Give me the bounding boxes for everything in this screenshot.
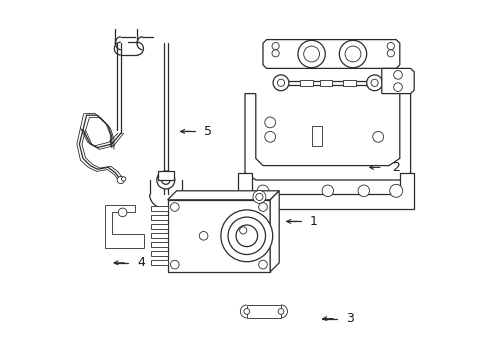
Bar (319, 80, 333, 86)
Circle shape (171, 203, 179, 211)
Circle shape (171, 260, 179, 269)
Bar (158, 171, 174, 180)
Text: 2: 2 (392, 161, 400, 174)
Polygon shape (238, 173, 414, 209)
Bar (312, 126, 322, 146)
Circle shape (298, 40, 325, 68)
Circle shape (273, 75, 289, 91)
Circle shape (387, 50, 394, 57)
Circle shape (393, 71, 402, 79)
Circle shape (199, 231, 208, 240)
Text: 4: 4 (137, 256, 145, 269)
Polygon shape (151, 242, 168, 247)
Polygon shape (238, 209, 263, 223)
Circle shape (228, 217, 266, 255)
Polygon shape (151, 251, 168, 256)
Circle shape (244, 309, 250, 314)
Circle shape (322, 185, 334, 197)
Circle shape (265, 131, 275, 142)
Polygon shape (151, 206, 168, 211)
Circle shape (157, 171, 175, 189)
Circle shape (304, 46, 319, 62)
Circle shape (371, 79, 378, 86)
Bar (300, 80, 313, 86)
Text: 1: 1 (310, 215, 318, 228)
Bar (168, 200, 270, 272)
Circle shape (259, 260, 268, 269)
Circle shape (265, 117, 275, 128)
Polygon shape (263, 40, 400, 68)
Bar (343, 80, 356, 86)
Circle shape (253, 190, 266, 203)
Circle shape (339, 40, 367, 68)
Circle shape (257, 185, 269, 197)
Circle shape (272, 50, 279, 57)
Polygon shape (382, 68, 414, 94)
Circle shape (277, 79, 285, 86)
Circle shape (118, 208, 127, 217)
Circle shape (117, 176, 124, 184)
Circle shape (373, 131, 384, 142)
Circle shape (236, 225, 258, 247)
Circle shape (122, 177, 126, 181)
Circle shape (162, 176, 170, 184)
Text: 5: 5 (204, 125, 212, 138)
Polygon shape (270, 191, 279, 272)
Polygon shape (245, 94, 411, 180)
Text: 3: 3 (346, 312, 354, 325)
Circle shape (278, 309, 284, 314)
Polygon shape (151, 224, 168, 229)
Circle shape (221, 210, 273, 262)
Circle shape (240, 227, 247, 234)
Circle shape (393, 83, 402, 91)
Circle shape (390, 184, 403, 197)
Circle shape (345, 46, 361, 62)
Polygon shape (151, 260, 168, 265)
Polygon shape (168, 191, 279, 200)
Circle shape (387, 42, 394, 50)
Polygon shape (104, 205, 144, 248)
Circle shape (358, 185, 369, 197)
Circle shape (259, 203, 268, 211)
Circle shape (248, 209, 256, 216)
Polygon shape (151, 215, 168, 220)
Circle shape (367, 75, 383, 91)
Circle shape (256, 193, 263, 201)
Polygon shape (151, 233, 168, 238)
Polygon shape (247, 305, 281, 318)
Circle shape (272, 42, 279, 50)
